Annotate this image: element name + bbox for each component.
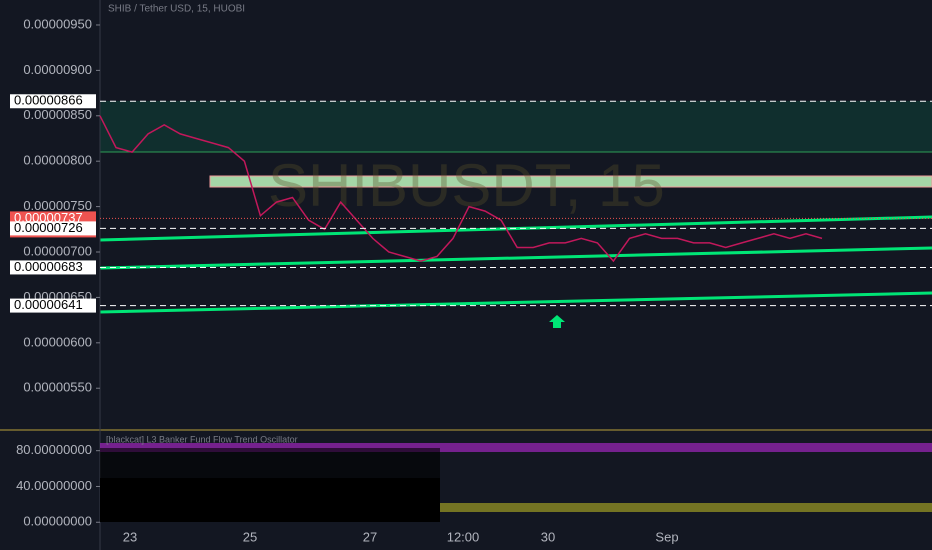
trend-line <box>99 291 932 314</box>
osc-title: [blackcat] L3 Banker Fund Flow Trend Osc… <box>106 434 298 444</box>
y-tick-label: 0.00000850 <box>23 107 92 122</box>
price-label-box <box>10 94 96 109</box>
y-tick-label: 0.00000950 <box>23 16 92 31</box>
y-tick-label: 0.00000900 <box>23 62 92 77</box>
price-line <box>99 115 823 263</box>
price-label: 0.00000726 <box>14 220 83 235</box>
price-label-box <box>10 221 96 236</box>
arrow-up <box>549 315 565 328</box>
watermark: SHIBUSDT, 15 <box>268 152 665 219</box>
x-tick-label: 30 <box>541 529 555 544</box>
price-label: 0.00000641 <box>14 297 83 312</box>
zone-bar <box>209 175 932 188</box>
y-tick-label: 0.00000550 <box>23 380 92 395</box>
price-label-box <box>10 260 96 275</box>
zone <box>100 101 932 152</box>
osc-histogram <box>100 478 440 522</box>
y-tick-label: 0.00000700 <box>23 243 92 258</box>
price-label: 0.00000683 <box>14 259 83 274</box>
osc-y-tick-label: 0.00000000 <box>23 514 92 529</box>
price-label: 0.00000866 <box>14 93 83 108</box>
x-tick-label: 25 <box>243 529 257 544</box>
x-tick-label: 23 <box>123 529 137 544</box>
osc-band-top <box>100 443 932 452</box>
osc-y-tick-label: 40.00000000 <box>16 478 92 493</box>
trend-line <box>99 246 932 270</box>
osc-histogram <box>100 448 440 478</box>
osc-band-bottom <box>100 503 932 512</box>
chart-title: SHIB / Tether USD, 15, HUOBI <box>108 4 245 15</box>
y-tick-label: 0.00000600 <box>23 334 92 349</box>
x-tick-label: Sep <box>655 529 678 544</box>
y-tick-label: 0.00000750 <box>23 198 92 213</box>
osc-y-tick-label: 80.00000000 <box>16 442 92 457</box>
price-label: 0.00000737 <box>14 210 83 225</box>
price-label-box <box>10 298 96 313</box>
x-tick-label: 12:00 <box>447 529 480 544</box>
y-tick-label: 0.00000800 <box>23 153 92 168</box>
x-tick-label: 27 <box>363 529 377 544</box>
